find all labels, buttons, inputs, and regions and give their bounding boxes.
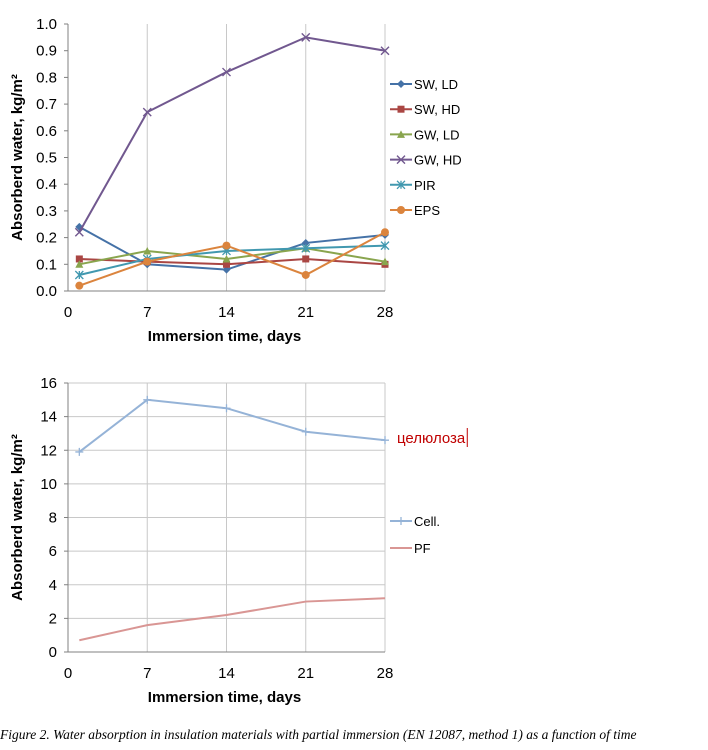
- x-tick-label: 28: [377, 304, 394, 321]
- data-point: [301, 243, 311, 253]
- data-point: [301, 32, 311, 42]
- legend-item: GW, LD: [390, 127, 460, 142]
- y-tick-label: 0.6: [36, 123, 57, 140]
- series-gw-hd: [74, 32, 390, 237]
- x-tick-label: 7: [143, 304, 151, 321]
- data-point: [74, 270, 84, 280]
- x-axis-title: Immersion time, days: [148, 689, 301, 706]
- legend-label: SW, LD: [414, 77, 458, 92]
- data-point: [222, 404, 231, 413]
- x-tick-label: 21: [297, 304, 314, 321]
- data-point: [75, 281, 84, 290]
- y-tick-label: 0.2: [36, 230, 57, 247]
- legend-marker: [396, 155, 406, 165]
- legend-marker: [397, 517, 405, 525]
- data-point: [301, 270, 310, 279]
- legend-marker: [396, 180, 406, 190]
- legend-label: PF: [414, 541, 431, 556]
- y-axis-title: Absorberd water, kg/m²: [9, 74, 26, 241]
- y-tick-label: 0.9: [36, 43, 57, 60]
- data-point: [75, 447, 84, 456]
- series-eps: [75, 228, 389, 290]
- data-point: [301, 238, 310, 247]
- y-tick-label: 0.7: [36, 96, 57, 113]
- y-tick-label: 8: [49, 510, 57, 527]
- data-point: [143, 246, 152, 255]
- data-point: [302, 255, 310, 263]
- legend-label: EPS: [414, 203, 440, 218]
- y-tick-label: 0.1: [36, 256, 57, 273]
- x-tick-label: 0: [64, 665, 72, 682]
- data-point: [143, 257, 152, 266]
- legend-marker: [397, 130, 405, 138]
- data-point: [380, 241, 390, 251]
- data-point: [143, 395, 152, 404]
- y-axis-title: Absorberd water, kg/m²: [9, 434, 26, 601]
- legend-item: Cell.: [390, 514, 440, 529]
- x-tick-label: 21: [297, 665, 314, 682]
- data-point: [142, 107, 152, 117]
- data-point: [222, 254, 231, 263]
- figure-caption: Figure 2. Water absorption in insulation…: [0, 727, 637, 742]
- legend-label: GW, HD: [414, 153, 462, 168]
- data-point: [74, 227, 84, 237]
- data-point: [222, 67, 231, 77]
- data-point: [75, 260, 84, 268]
- y-tick-label: 6: [49, 543, 57, 560]
- y-tick-label: 2: [49, 610, 57, 627]
- y-tick-label: 1.0: [36, 16, 57, 33]
- legend-label: PIR: [414, 178, 436, 193]
- chart-2: 0 2 4 6 8 10 12 14 16 0 7 14 21 28 Immersion time, day…: [9, 375, 468, 706]
- y-tick-label: 4: [49, 577, 57, 594]
- x-tick-label: 14: [218, 304, 235, 321]
- legend-marker: [397, 80, 405, 88]
- y-tick-label: 0.4: [36, 176, 57, 193]
- y-tick-label: 0.5: [36, 150, 57, 167]
- series-line: [78, 36, 386, 233]
- legend-label: GW, LD: [414, 127, 460, 142]
- chart-1: 0.0 0.1 0.2 0.3 0.4 0.5 0.6 0.7 0.8 0.9 1.0 0 7 14 21 2…: [9, 16, 462, 345]
- legend-item: SW, LD: [390, 77, 458, 92]
- y-tick-label: 0.8: [36, 69, 57, 86]
- data-point: [301, 427, 310, 436]
- data-point: [381, 228, 389, 237]
- series-line: [78, 398, 386, 453]
- x-tick-label: 14: [218, 665, 235, 682]
- y-tick-label: 0.3: [36, 203, 57, 220]
- y-tick-label: 16: [40, 375, 57, 392]
- annotation-text: целюлоза: [397, 430, 466, 447]
- y-tick-label: 0.0: [36, 283, 57, 300]
- series-pf: [79, 597, 386, 642]
- x-tick-label: 28: [377, 665, 394, 682]
- y-tick-label: 0: [49, 644, 57, 661]
- legend-item: PIR: [390, 178, 436, 193]
- data-point: [75, 255, 83, 263]
- series-cell-: [75, 395, 389, 456]
- data-point: [380, 46, 390, 56]
- series-line: [79, 597, 386, 642]
- x-tick-label: 0: [64, 304, 72, 321]
- x-axis-title: Immersion time, days: [148, 328, 301, 345]
- y-tick-label: 12: [40, 442, 57, 459]
- legend-item: GW, HD: [390, 153, 462, 168]
- x-tick-label: 7: [143, 665, 151, 682]
- legend-item: PF: [390, 541, 431, 556]
- y-tick-label: 14: [40, 409, 57, 426]
- data-point: [223, 260, 230, 268]
- legend-item: EPS: [390, 203, 440, 218]
- legend-item: SW, HD: [390, 102, 460, 117]
- data-point: [381, 257, 389, 266]
- legend-label: SW, HD: [414, 102, 460, 117]
- y-tick-label: 10: [40, 476, 57, 493]
- data-point: [222, 241, 231, 250]
- legend-marker: [397, 105, 405, 113]
- legend-label: Cell.: [414, 514, 440, 529]
- data-point: [381, 436, 389, 445]
- legend-marker: [397, 206, 405, 214]
